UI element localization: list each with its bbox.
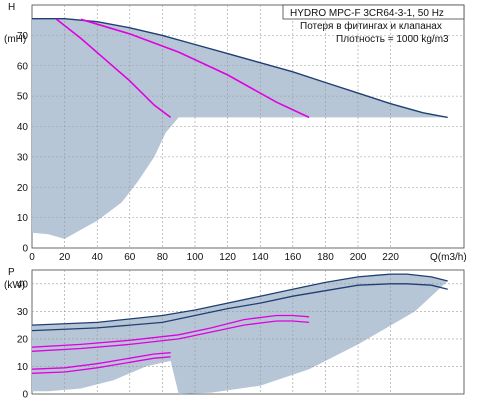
- head-operating-area: [32, 18, 448, 239]
- flow-x-tick-label: 20: [59, 252, 71, 263]
- flow-x-tick-label: 0: [29, 252, 35, 263]
- flow-x-tick-label: 200: [350, 252, 367, 263]
- flow-x-tick-label: 60: [124, 252, 136, 263]
- head-system-curve-1-line: [56, 18, 172, 119]
- head-axis-unit: (mH): [4, 34, 26, 45]
- power-y-ticks: 0 10 20 30 40: [17, 279, 29, 400]
- power-axis-unit: (kW): [4, 280, 25, 291]
- head-y-tick-label: 30: [17, 152, 29, 163]
- flow-x-tick-label: 100: [187, 252, 204, 263]
- head-axis-label: H: [8, 2, 15, 13]
- flow-x-tick-label: 180: [317, 252, 334, 263]
- power-p1-curve-2-line: [31, 314, 310, 348]
- power-y-tick-label: 30: [17, 307, 29, 318]
- head-grid: [32, 5, 464, 248]
- power-p1-max-line: [31, 273, 448, 326]
- power-operating-area: [32, 274, 448, 394]
- power-p2-curve-2-line: [31, 320, 310, 352]
- flow-x-tick-label: 160: [284, 252, 301, 263]
- power-series: [31, 273, 448, 374]
- power-p1-curve-1-line: [31, 352, 171, 370]
- flow-axis-label: Q(m3/h): [430, 252, 467, 263]
- head-flow-panel: 0 10 20 30 40 50 60 70 0 20 40 60 80 100 120 140 160 180…: [4, 2, 467, 263]
- head-y-tick-label: 10: [17, 213, 29, 224]
- power-p2-curve-1-line: [31, 356, 171, 374]
- head-max-curve-line: [32, 18, 448, 119]
- fitting-loss-note: Потеря в фитингах и клапанах: [300, 20, 442, 32]
- flow-x-tick-label: 220: [382, 252, 399, 263]
- head-y-tick-label: 0: [22, 244, 28, 255]
- head-operating-area-fill: [32, 18, 448, 239]
- head-y-ticks: 0 10 20 30 40 50 60 70: [17, 31, 29, 255]
- power-axis-label: P: [8, 267, 15, 278]
- flow-x-tick-label: 40: [92, 252, 104, 263]
- density-note: Плотность = 1000 kg/m3: [336, 34, 449, 45]
- power-y-tick-label: 0: [22, 390, 28, 400]
- head-y-tick-label: 60: [17, 61, 29, 72]
- power-p2-max-line: [31, 283, 448, 332]
- head-y-tick-label: 50: [17, 92, 29, 103]
- flow-x-tick-label: 140: [252, 252, 269, 263]
- flow-x-ticks: 0 20 40 60 80 100 120 140 160 180 200 220: [29, 252, 399, 263]
- power-flow-panel: 0 10 20 30 40 P (kW): [4, 267, 465, 400]
- model-title: HYDRO MPC-F 3CR64-3-1, 50 Hz: [290, 8, 444, 19]
- head-series: [32, 18, 448, 119]
- model-info-box: [282, 4, 465, 20]
- head-y-tick-label: 70: [17, 31, 29, 42]
- power-y-tick-label: 20: [17, 334, 29, 345]
- head-system-curve-2-line: [80, 18, 310, 119]
- power-y-tick-label: 40: [17, 279, 29, 290]
- head-y-tick-label: 40: [17, 122, 29, 133]
- flow-x-tick-label: 80: [157, 252, 169, 263]
- power-operating-area-fill: [32, 274, 448, 394]
- flow-x-tick-label: 120: [219, 252, 236, 263]
- power-y-tick-label: 10: [17, 362, 29, 373]
- head-y-tick-label: 20: [17, 183, 29, 194]
